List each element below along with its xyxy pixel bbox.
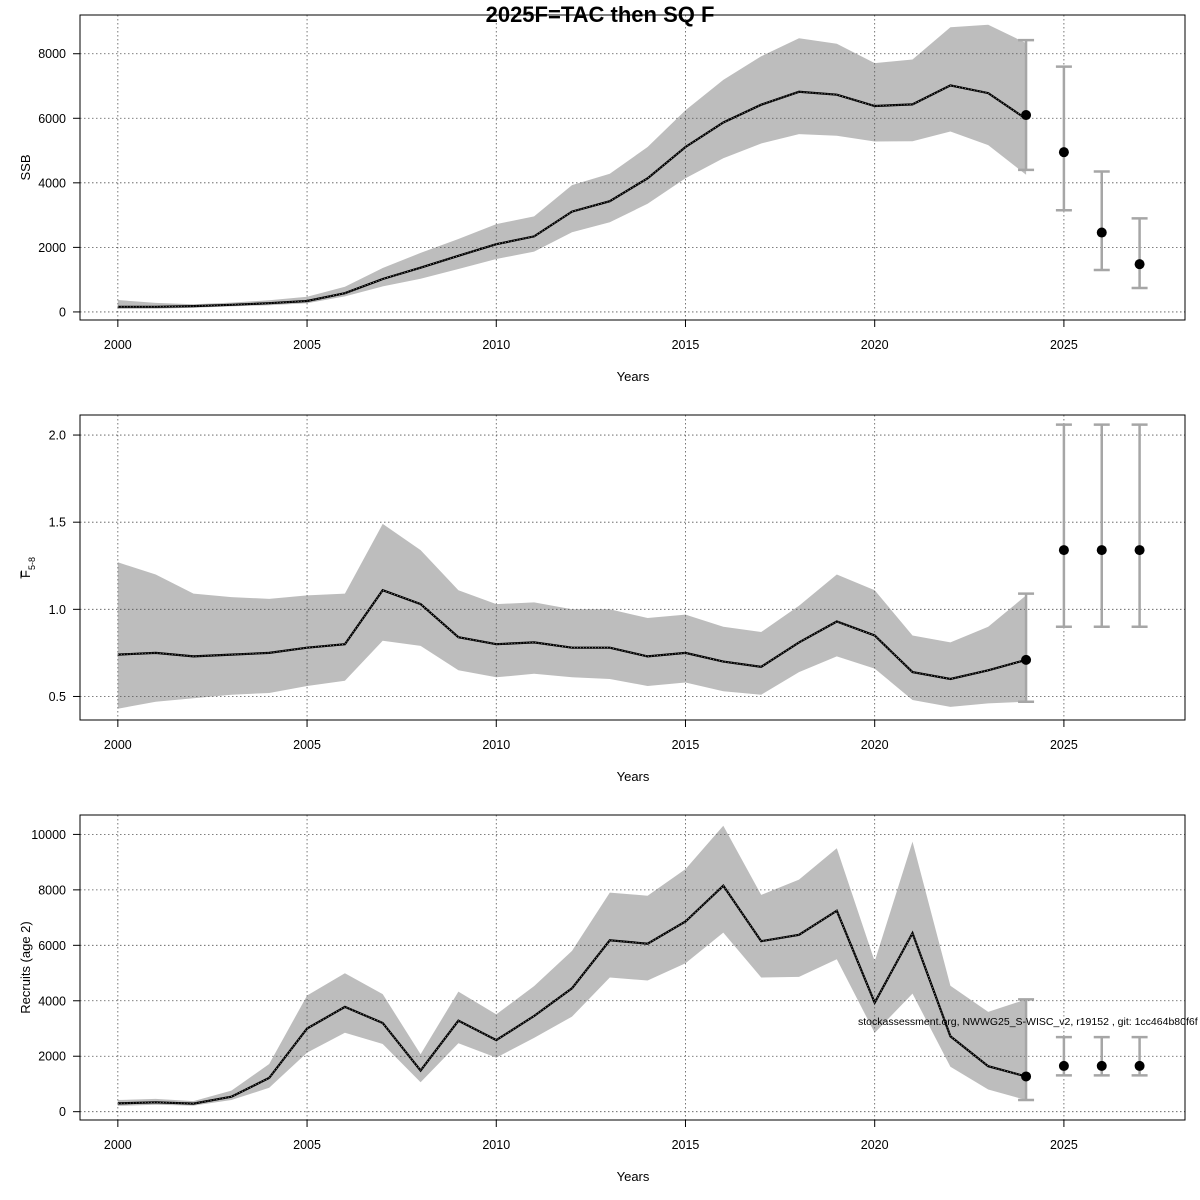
fbar-xtick-label-2000: 2000 — [104, 738, 132, 752]
recruits-xtick-label-2015: 2015 — [672, 1138, 700, 1152]
recruits-projection-point-2026 — [1096, 1060, 1107, 1071]
fbar-projection-point-2024 — [1021, 654, 1032, 665]
ssb-ytick-label-2: 4000 — [38, 176, 66, 190]
recruits-plot-frame — [79, 814, 1186, 1121]
recruits-xtick-label-2005: 2005 — [293, 1138, 321, 1152]
recruits-panel: 2000 2005 2010 2015 2020 2025 0 2000 4000 6000 800… — [18, 814, 1186, 1184]
recruits-projection-point-2025 — [1058, 1060, 1069, 1071]
recruits-confidence-band — [117, 825, 1027, 1106]
ssb-plot-frame — [79, 14, 1186, 321]
ssb-xtick-label-2020: 2020 — [861, 338, 889, 352]
recruits-xtick-label-2020: 2020 — [861, 1138, 889, 1152]
ssb-xlabel: Years — [617, 369, 650, 384]
recruits-ytick-label-2: 4000 — [38, 994, 66, 1008]
ssb-xtick-label-2010: 2010 — [482, 338, 510, 352]
fbar-confidence-band — [117, 523, 1027, 709]
fbar-projection-point-2025 — [1058, 545, 1069, 556]
fbar-ytick-label-3: 2.0 — [49, 429, 66, 443]
ssb-panel: 2000 2005 2010 2015 2020 2025 0 2000 4000 6000 800… — [18, 14, 1186, 384]
fbar-xtick-label-2015: 2015 — [672, 738, 700, 752]
fbar-projection-point-2027 — [1134, 545, 1145, 556]
recruits-ytick-label-4: 8000 — [38, 883, 66, 897]
ssb-xtick-label-2025: 2025 — [1050, 338, 1078, 352]
ssb-projection-point-2025 — [1058, 147, 1069, 158]
recruits-xlabel: Years — [617, 1169, 650, 1184]
fbar-xtick-label-2025: 2025 — [1050, 738, 1078, 752]
recruits-ytick-label-0: 0 — [59, 1105, 66, 1119]
recruits-ylabel: Recruits (age 2) — [18, 921, 33, 1013]
ssb-projection-point-2027 — [1134, 259, 1145, 270]
recruits-xtick-label-2000: 2000 — [104, 1138, 132, 1152]
recruits-ytick-label-5: 10000 — [31, 828, 66, 842]
footnote: stockassessment.org, NWWG25_S-WISC_v2, r… — [858, 1016, 1198, 1028]
ssb-estimate-line-dots — [117, 84, 1027, 308]
ssb-ylabel: SSB — [18, 154, 33, 180]
fbar-ytick-label-2: 1.5 — [49, 516, 66, 530]
fbar-ytick-label-1: 1.0 — [49, 603, 66, 617]
ssb-confidence-band — [117, 24, 1027, 309]
ssb-ytick-label-0: 0 — [59, 305, 66, 319]
fbar-xtick-label-2020: 2020 — [861, 738, 889, 752]
fbar-estimate-line-dots — [117, 589, 1027, 680]
ssb-xtick-label-2000: 2000 — [104, 338, 132, 352]
recruits-projection-point-2027 — [1134, 1060, 1145, 1071]
ssb-projection-point-2026 — [1096, 227, 1107, 238]
ssb-ytick-label-4: 8000 — [38, 47, 66, 61]
ssb-ytick-label-1: 2000 — [38, 241, 66, 255]
fbar-ytick-label-0: 0.5 — [49, 690, 66, 704]
ssb-ytick-label-3: 6000 — [38, 112, 66, 126]
ssb-xtick-label-2005: 2005 — [293, 338, 321, 352]
fbar-panel: 2000 2005 2010 2015 2020 2025 0.5 1.0 1.5 2.0 Year… — [18, 414, 1186, 784]
recruits-xtick-label-2010: 2010 — [482, 1138, 510, 1152]
recruits-xtick-label-2025: 2025 — [1050, 1138, 1078, 1152]
fbar-xtick-label-2010: 2010 — [482, 738, 510, 752]
fbar-ylabel-subscript: 5-8 — [27, 557, 37, 570]
fbar-plot-frame — [79, 414, 1186, 721]
ssb-xtick-label-2015: 2015 — [672, 338, 700, 352]
recruits-ytick-label-3: 6000 — [38, 939, 66, 953]
ssb-projection-point-2024 — [1021, 110, 1032, 121]
fbar-projection-point-2026 — [1096, 545, 1107, 556]
fbar-xtick-label-2005: 2005 — [293, 738, 321, 752]
recruits-estimate-line-dots — [117, 885, 1027, 1105]
recruits-projection-point-2024 — [1021, 1071, 1032, 1082]
fbar-xlabel: Years — [617, 769, 650, 784]
recruits-ytick-label-1: 2000 — [38, 1050, 66, 1064]
